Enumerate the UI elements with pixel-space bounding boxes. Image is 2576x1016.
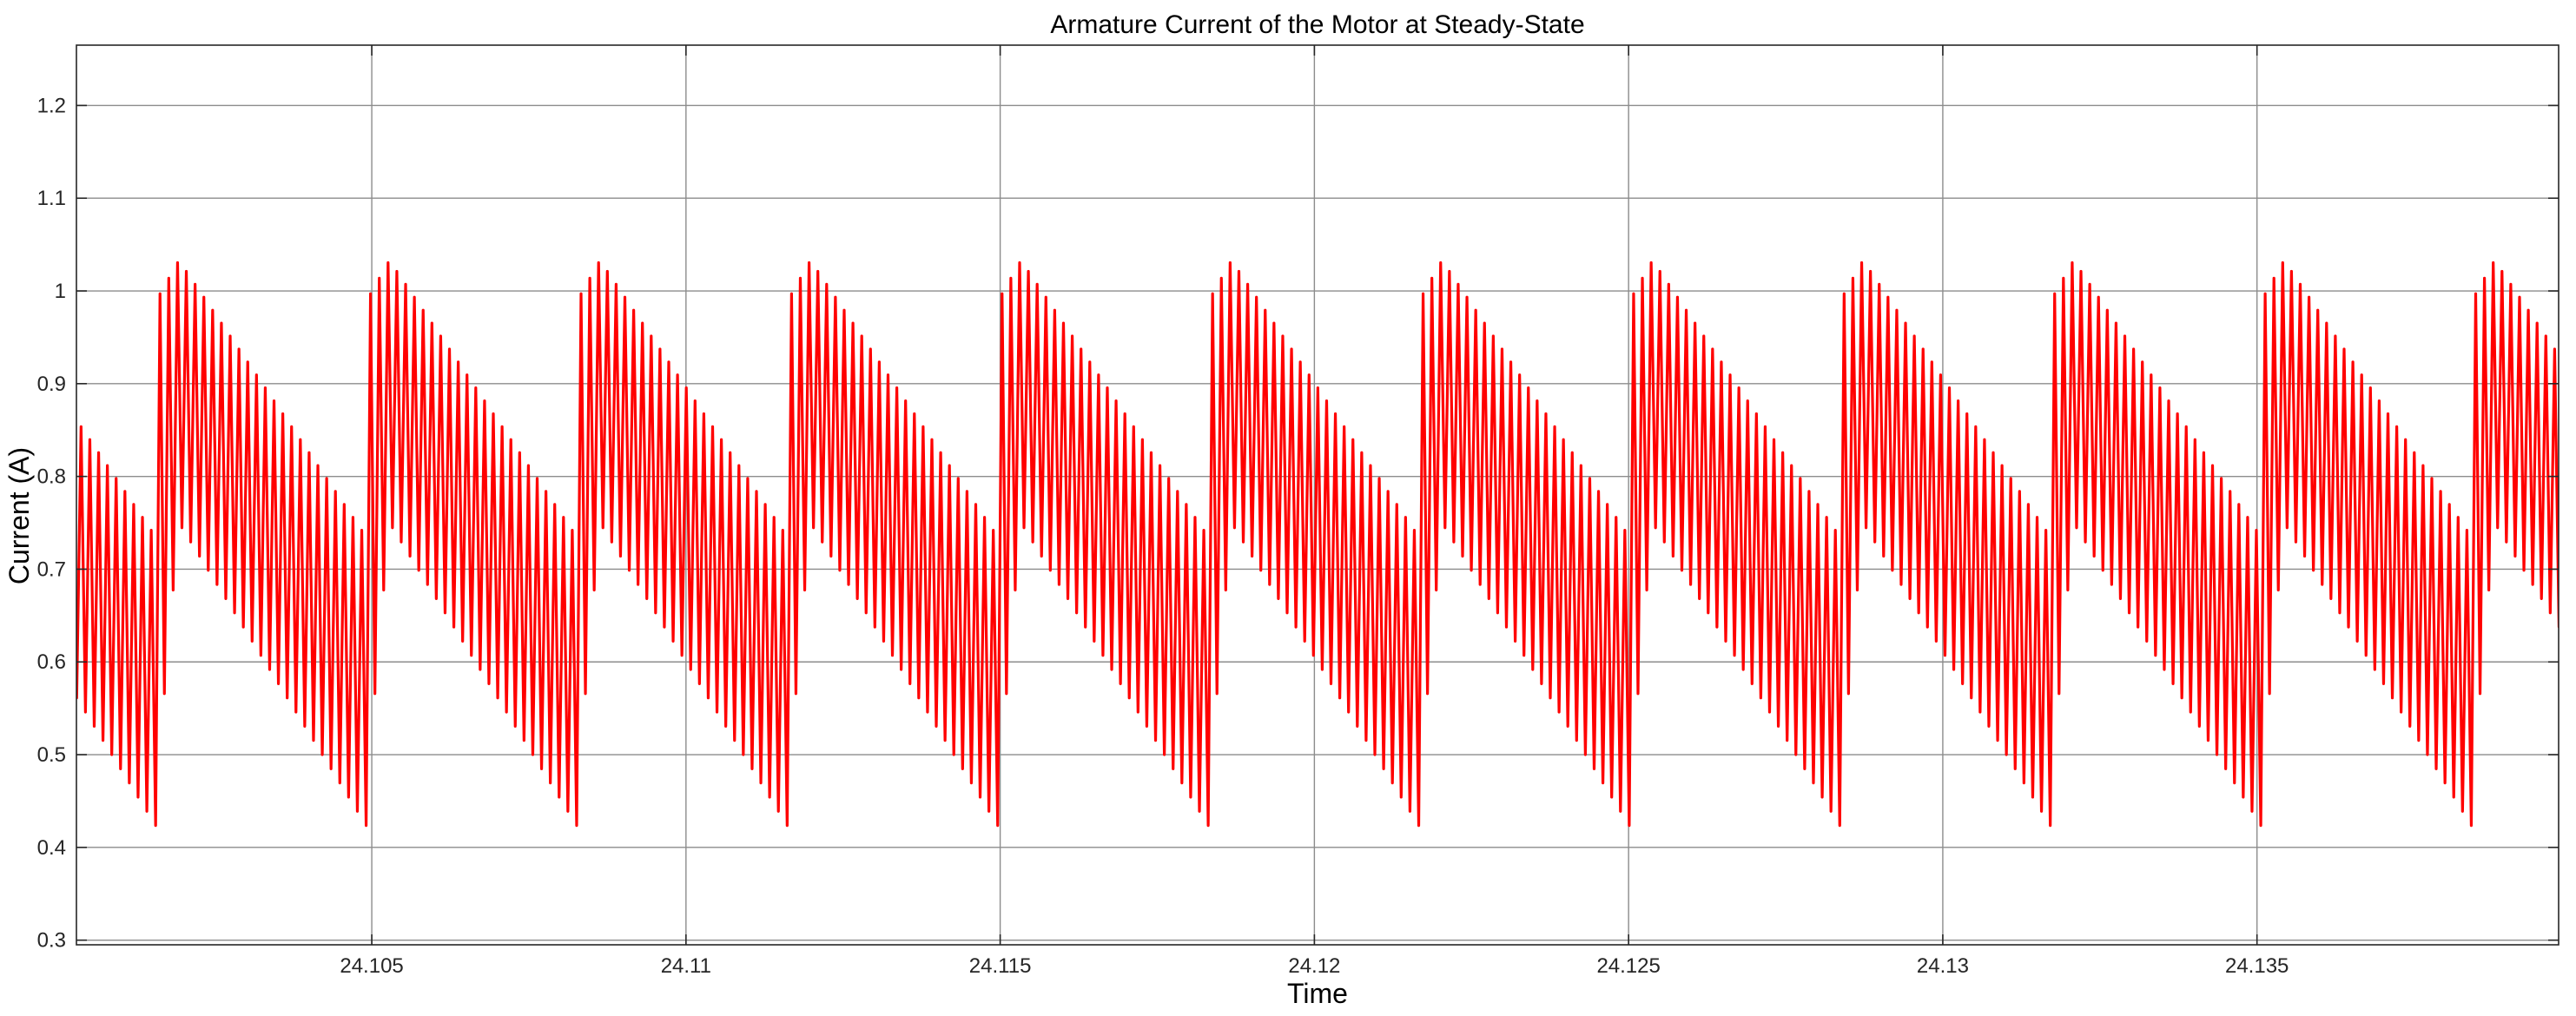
y-tick-label: 0.9 bbox=[37, 373, 66, 396]
y-tick-label: 0.4 bbox=[37, 836, 66, 860]
chart-title: Armature Current of the Motor at Steady-… bbox=[1050, 10, 1584, 39]
x-tick-label: 24.12 bbox=[1288, 954, 1340, 978]
y-tick-label: 1 bbox=[55, 280, 66, 303]
series-line-0 bbox=[76, 261, 2559, 828]
axes-frame bbox=[76, 44, 2559, 946]
y-tick-label: 1.2 bbox=[37, 94, 66, 117]
x-tick-label: 24.13 bbox=[1917, 954, 1969, 978]
tick-label-layer: 24.105 24.11 24.115 24.12 24.125 24.13 24.135 0… bbox=[37, 94, 2289, 978]
x-tick-label: 24.125 bbox=[1596, 954, 1660, 978]
y-tick-label: 1.1 bbox=[37, 187, 66, 210]
y-tick-label: 0.6 bbox=[37, 650, 66, 674]
y-axis-label: Current (A) bbox=[3, 447, 35, 584]
series-layer bbox=[76, 261, 2559, 828]
x-tick-label: 24.105 bbox=[340, 954, 403, 978]
y-tick-label: 0.7 bbox=[37, 557, 66, 581]
axes-layer bbox=[76, 44, 2559, 946]
x-tick-label: 24.135 bbox=[2225, 954, 2289, 978]
x-axis-label: Time bbox=[1287, 978, 1348, 1009]
x-tick-label: 24.11 bbox=[661, 954, 711, 978]
y-tick-label: 0.3 bbox=[37, 929, 66, 953]
x-tick-label: 24.115 bbox=[969, 954, 1032, 978]
y-tick-label: 0.8 bbox=[37, 465, 66, 489]
y-tick-label: 0.5 bbox=[37, 743, 66, 767]
